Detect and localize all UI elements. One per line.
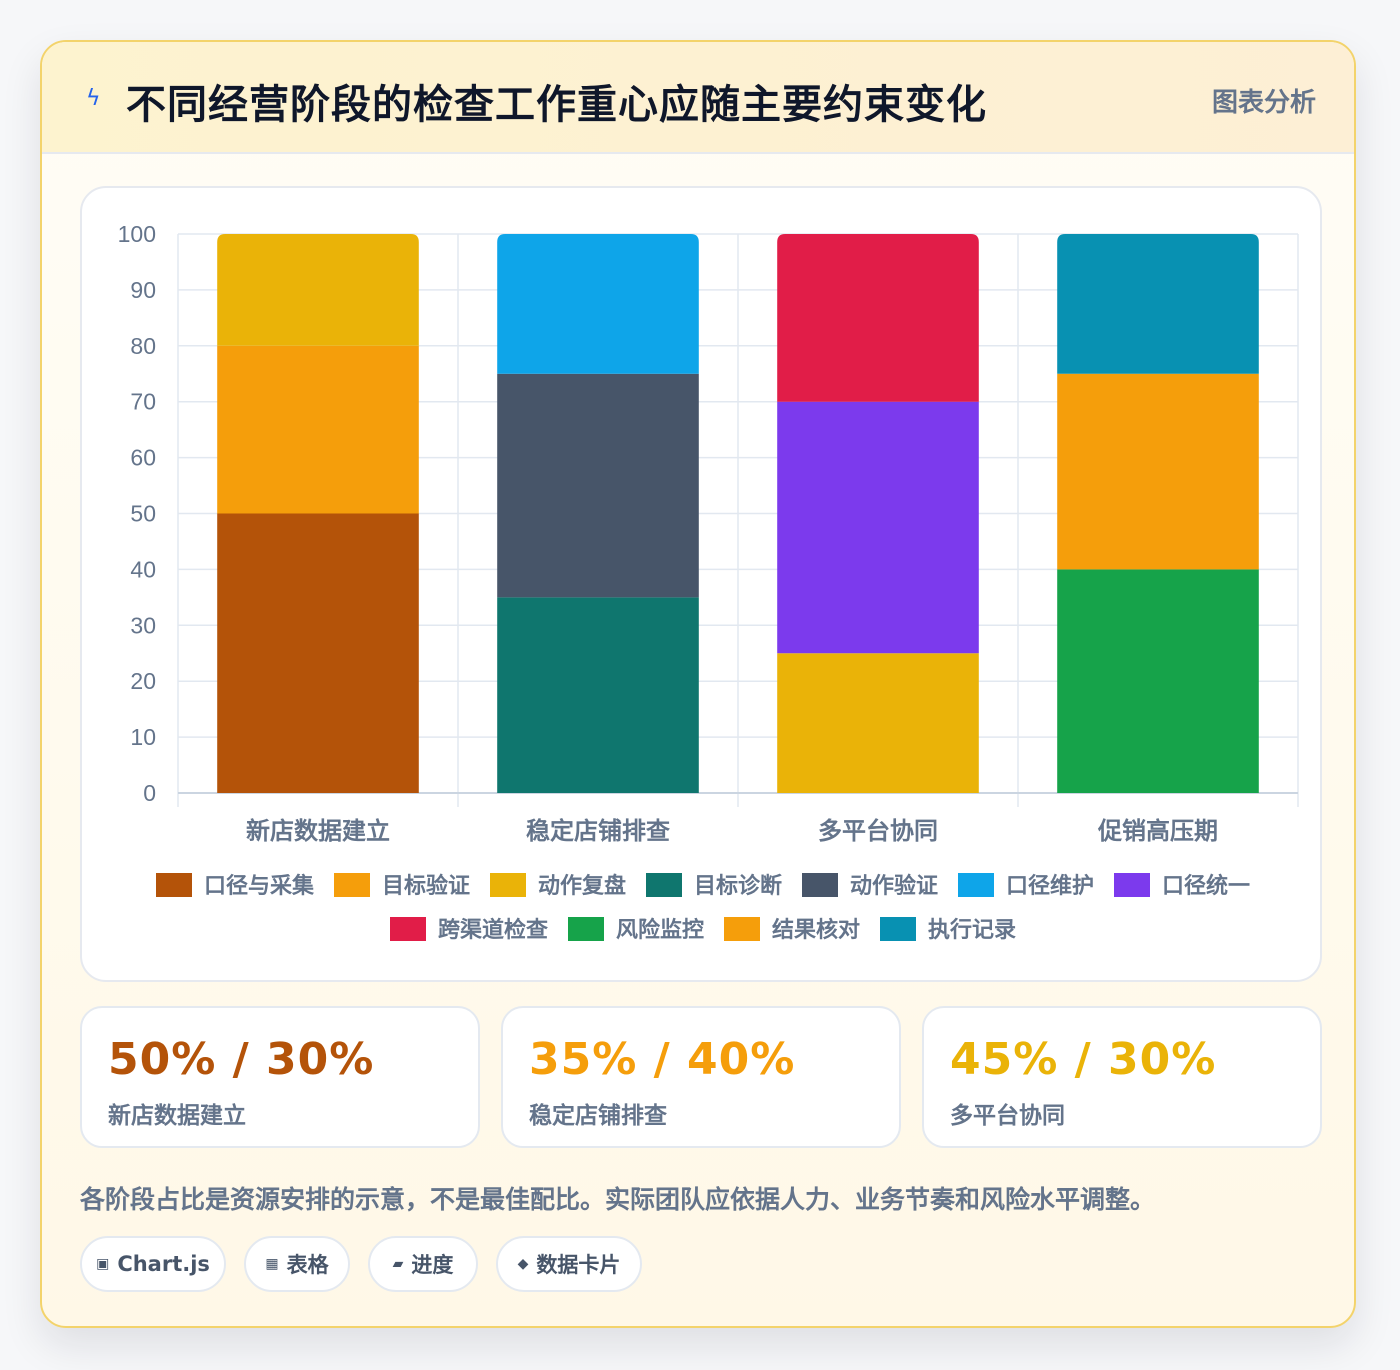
stacked-bar-chart: 0 10 20 30 40 50 60 70 80 90 100 新店数据建立 稳定店铺排查 多平台协同 促…	[118, 221, 1299, 943]
legend-swatch	[156, 873, 192, 897]
y-tick-label: 10	[130, 724, 156, 750]
legend-swatch	[568, 917, 604, 941]
chart-analysis-tag: 图表分析	[1211, 88, 1316, 118]
footnote: 各阶段占比是资源安排的示意，不是最佳配比。实际团队应依据人力、业务节奏和风险水平…	[80, 1185, 1156, 1214]
legend-label: 口径统一	[1162, 873, 1250, 899]
legend-label: 跨渠道检查	[438, 917, 548, 943]
y-tick-label: 40	[130, 556, 156, 582]
kpi-value: 45% / 30%	[950, 1034, 1217, 1085]
y-tick-label: 0	[143, 780, 156, 806]
legend-swatch	[724, 917, 760, 941]
kpi-card-2: 35% / 40% 稳定店铺排查	[501, 1006, 901, 1148]
y-tick-label: 90	[130, 277, 156, 303]
kpi-value: 50% / 30%	[108, 1034, 375, 1085]
y-tick-label: 100	[118, 221, 156, 247]
y-tick-label: 20	[130, 668, 156, 694]
pill-label: 表格	[286, 1253, 329, 1277]
bar-segment	[217, 345, 419, 514]
bar-segment	[777, 401, 979, 654]
legend-label: 执行记录	[928, 917, 1016, 943]
progress-icon: ▰	[392, 1256, 404, 1272]
legend-label: 动作验证	[850, 873, 938, 899]
kpi-label: 多平台协同	[950, 1103, 1065, 1129]
legend-swatch	[880, 917, 916, 941]
bar-segment	[217, 234, 419, 346]
kpi-card-3: 45% / 30% 多平台协同	[922, 1006, 1322, 1148]
legend-label: 结果核对	[772, 917, 860, 943]
kpi-label: 稳定店铺排查	[529, 1103, 667, 1129]
y-tick-label: 50	[130, 501, 156, 527]
chart-title: 不同经营阶段的检查工作重心应随主要约束变化	[126, 82, 987, 128]
kpi-value: 35% / 40%	[529, 1034, 796, 1085]
legend-label: 风险监控	[616, 917, 704, 943]
bar-segment	[1057, 234, 1259, 374]
y-tick-label: 80	[130, 333, 156, 359]
legend-label: 口径维护	[1006, 873, 1094, 899]
y-tick-label: 60	[130, 445, 156, 471]
legend-label: 动作复盘	[538, 873, 626, 899]
chart-area: 0 10 20 30 40 50 60 70 80 90 100 新店数据建立 稳定店铺排查 多平台协同 促…	[80, 186, 1322, 982]
legend-swatch	[1114, 873, 1150, 897]
bar-segment	[497, 234, 699, 374]
diamond-icon: ◆	[517, 1256, 529, 1272]
x-tick-label: 新店数据建立	[246, 817, 390, 845]
bar-segment	[777, 653, 979, 793]
pill-table[interactable]: ▦ 表格	[244, 1236, 350, 1292]
pill-label: 数据卡片	[536, 1253, 621, 1277]
pill-label: 进度	[411, 1253, 454, 1277]
legend-label: 口径与采集	[204, 873, 315, 899]
pill-progress[interactable]: ▰ 进度	[368, 1236, 478, 1292]
x-tick-label: 促销高压期	[1097, 817, 1218, 845]
y-tick-label: 70	[130, 389, 156, 415]
legend-swatch	[802, 873, 838, 897]
bar-segment	[497, 597, 699, 793]
square-icon: ▣	[96, 1256, 110, 1272]
grid-icon: ▦	[265, 1256, 279, 1272]
x-tick-label: 多平台协同	[818, 817, 938, 845]
bar-segment	[1057, 569, 1259, 793]
kpi-card-1: 50% / 30% 新店数据建立	[80, 1006, 480, 1148]
legend-swatch	[390, 917, 426, 941]
bar-segment	[217, 513, 419, 793]
legend-swatch	[646, 873, 682, 897]
legend-swatch	[958, 873, 994, 897]
kpi-label: 新店数据建立	[108, 1103, 246, 1129]
legend-label: 目标验证	[382, 873, 470, 899]
pill-label: Chart.js	[117, 1252, 210, 1276]
legend-swatch	[334, 873, 370, 897]
bar-segment	[497, 373, 699, 598]
x-tick-label: 稳定店铺排查	[526, 817, 670, 845]
lightning-icon: ϟ	[86, 86, 101, 111]
bar-segment	[1057, 373, 1259, 570]
y-tick-label: 30	[130, 612, 156, 638]
card-header: ϟ 不同经营阶段的检查工作重心应随主要约束变化 图表分析	[42, 42, 1354, 154]
chart-card: ϟ 不同经营阶段的检查工作重心应随主要约束变化 图表分析 0 10 20 30 40 50…	[40, 40, 1356, 1328]
pill-data-cards[interactable]: ◆ 数据卡片	[496, 1236, 642, 1292]
bar-segment	[777, 234, 979, 402]
legend-label: 目标诊断	[694, 873, 782, 899]
pill-chartjs[interactable]: ▣ Chart.js	[80, 1236, 226, 1292]
legend-swatch	[490, 873, 526, 897]
